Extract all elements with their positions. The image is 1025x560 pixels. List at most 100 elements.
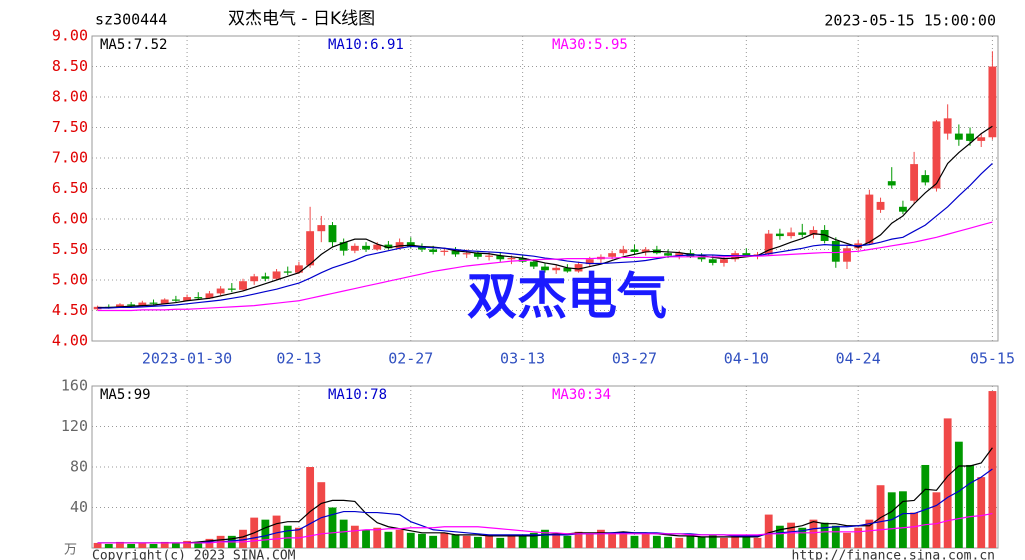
volume-bar bbox=[720, 537, 728, 548]
volume-bar bbox=[854, 527, 863, 548]
candle-body bbox=[574, 264, 583, 272]
volume-bar bbox=[507, 535, 516, 548]
volume-bar bbox=[652, 535, 661, 548]
y-tick-label: 6.50 bbox=[52, 179, 88, 197]
volume-bar bbox=[876, 485, 885, 548]
legend-entry: MA10:6.91 bbox=[328, 37, 404, 53]
candle-body bbox=[619, 249, 628, 254]
candle-body bbox=[362, 245, 370, 250]
volume-bar bbox=[485, 534, 493, 548]
volume-bar bbox=[921, 464, 930, 548]
candle-body bbox=[306, 231, 315, 266]
volume-bar bbox=[664, 536, 672, 548]
volume-bar bbox=[160, 541, 169, 548]
y-tick-label: 5.50 bbox=[52, 240, 88, 258]
volume-bar bbox=[149, 543, 158, 548]
legend-entry: MA30:5.95 bbox=[552, 37, 628, 53]
footer-left: Copyright(c) 2023 SINA.COM bbox=[92, 549, 296, 560]
candle-body bbox=[239, 281, 247, 290]
volume-bar bbox=[820, 522, 829, 548]
candle-body bbox=[608, 253, 617, 257]
candle-body bbox=[943, 118, 952, 134]
y-tick-label: 9.00 bbox=[52, 27, 88, 45]
candle-body bbox=[272, 271, 281, 279]
volume-bar bbox=[418, 533, 426, 548]
volume-bar bbox=[518, 535, 527, 548]
candle-body bbox=[418, 246, 426, 250]
candle-body bbox=[171, 299, 180, 301]
y-tick-label: 4.00 bbox=[52, 332, 88, 350]
candle-body bbox=[384, 244, 393, 249]
candle-body bbox=[496, 255, 505, 260]
volume-bar bbox=[563, 535, 572, 548]
volume-bar bbox=[708, 534, 717, 548]
volume-bar bbox=[932, 492, 941, 548]
volume-bar bbox=[966, 464, 974, 548]
candle-body bbox=[205, 293, 214, 299]
candle-body bbox=[787, 232, 795, 237]
volume-bar bbox=[339, 519, 348, 548]
volume-bar bbox=[328, 507, 337, 548]
y-tick-label: 7.00 bbox=[52, 149, 88, 167]
x-tick-label: 04-24 bbox=[836, 350, 881, 368]
volume-bar bbox=[910, 512, 919, 548]
candle-body bbox=[843, 248, 851, 262]
y-tick-label: 5.00 bbox=[52, 271, 88, 289]
volume-bar bbox=[753, 537, 762, 548]
volume-bar bbox=[261, 519, 270, 548]
volume-bar bbox=[183, 540, 191, 548]
volume-bar bbox=[641, 533, 650, 548]
volume-bar bbox=[619, 531, 628, 548]
volume-bar bbox=[764, 514, 773, 548]
candle-body bbox=[742, 253, 751, 256]
ma-line bbox=[97, 468, 993, 544]
volume-bar bbox=[943, 418, 952, 548]
volume-bar bbox=[787, 522, 795, 548]
candle-body bbox=[149, 302, 158, 304]
volume-bar bbox=[93, 542, 102, 548]
volume-bar bbox=[138, 542, 147, 548]
candle-body bbox=[966, 133, 974, 141]
footer-right: http://finance.sina.com.cn bbox=[792, 549, 996, 560]
x-tick-label: 2023-01-30 bbox=[142, 350, 232, 368]
candle-body bbox=[227, 288, 236, 290]
legend-entry: MA5:7.52 bbox=[100, 37, 167, 53]
y-tick-label: 40 bbox=[70, 498, 88, 516]
candle-body bbox=[295, 265, 303, 273]
volume-bar bbox=[831, 525, 840, 548]
candle-body bbox=[127, 304, 136, 306]
ma-line bbox=[97, 221, 993, 312]
candle-body bbox=[529, 261, 538, 267]
candle-body bbox=[183, 297, 191, 301]
volume-bar bbox=[104, 543, 113, 548]
volume-bar bbox=[194, 541, 203, 548]
volume-bar bbox=[429, 535, 438, 548]
candle-body bbox=[921, 175, 930, 183]
candle-body bbox=[899, 206, 907, 212]
legend-entry: MA10:78 bbox=[328, 387, 387, 403]
candle-body bbox=[932, 121, 941, 189]
x-tick-label: 03-27 bbox=[612, 350, 657, 368]
volume-bar bbox=[395, 529, 404, 548]
stock-code: sz300444 bbox=[95, 11, 167, 29]
volume-bar bbox=[406, 532, 415, 548]
volume-bar bbox=[731, 535, 740, 548]
candle-body bbox=[552, 267, 561, 271]
candle-body bbox=[865, 194, 874, 244]
volume-bar bbox=[116, 541, 124, 548]
watermark: 双杰电气 bbox=[467, 268, 667, 326]
candle-body bbox=[910, 164, 919, 201]
x-tick-label: 03-13 bbox=[500, 350, 545, 368]
candle-body bbox=[809, 229, 818, 235]
candle-body bbox=[261, 276, 270, 279]
candle-body bbox=[507, 258, 516, 260]
candle-body bbox=[373, 244, 382, 250]
x-tick-label: 02-13 bbox=[276, 350, 321, 368]
candle-body bbox=[328, 225, 337, 243]
candle-body bbox=[138, 302, 147, 306]
candle-body bbox=[440, 250, 449, 252]
candle-body bbox=[630, 249, 639, 252]
ma-line bbox=[97, 163, 993, 309]
candle-body bbox=[429, 249, 438, 252]
candle-body bbox=[641, 249, 650, 252]
